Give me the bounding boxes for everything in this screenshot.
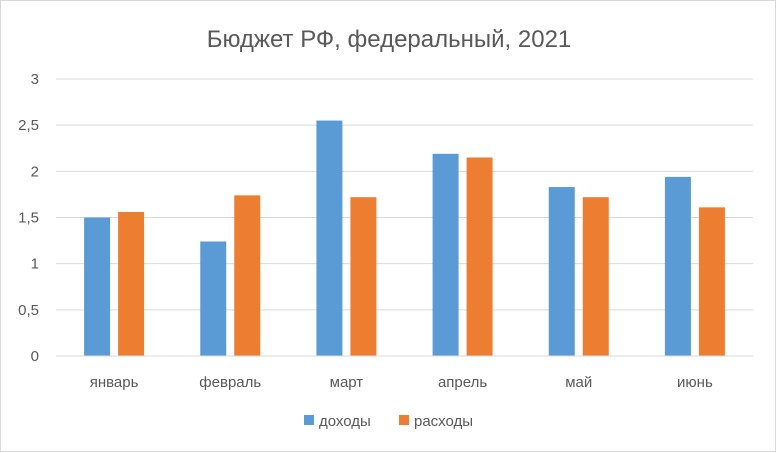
legend-label: расходы xyxy=(414,413,473,430)
legend: доходы расходы xyxy=(304,413,473,430)
bar-expense xyxy=(698,207,725,356)
bars xyxy=(84,120,725,356)
bar-income xyxy=(84,217,111,356)
y-tick-label: 1,5 xyxy=(18,210,39,227)
chart-title: Бюджет РФ, федеральный, 2021 xyxy=(207,26,572,53)
legend-swatch xyxy=(304,415,314,425)
y-tick-label: 2 xyxy=(31,163,39,180)
bar-income xyxy=(200,241,227,356)
y-tick-label: 0,5 xyxy=(18,302,39,319)
bar-income xyxy=(548,187,575,356)
y-tick-label: 1 xyxy=(31,256,39,273)
x-tick-label: май xyxy=(565,374,592,391)
bar-expense xyxy=(350,197,377,356)
bar-expense xyxy=(466,157,493,356)
gridlines xyxy=(56,78,753,311)
bar-expense xyxy=(582,197,609,356)
bar-income xyxy=(664,176,691,356)
x-tick-label: апрель xyxy=(438,374,487,391)
y-tick-label: 2,5 xyxy=(18,117,39,134)
x-tick-label: июнь xyxy=(677,374,713,391)
bar-expense xyxy=(118,211,145,356)
x-tick-label: март xyxy=(330,374,364,391)
legend-swatch xyxy=(399,415,409,425)
x-axis-ticks: январь февраль март апрель май июнь xyxy=(90,374,713,391)
x-tick-label: февраль xyxy=(199,374,261,391)
x-tick-label: январь xyxy=(90,374,139,391)
legend-label: доходы xyxy=(319,413,371,430)
y-axis-ticks: 0 0,5 1 1,5 2 2,5 3 xyxy=(18,71,39,365)
bar-expense xyxy=(234,195,261,356)
y-tick-label: 0 xyxy=(31,348,39,365)
bar-income xyxy=(316,120,343,356)
y-tick-label: 3 xyxy=(31,71,39,88)
bar-income xyxy=(432,153,459,356)
